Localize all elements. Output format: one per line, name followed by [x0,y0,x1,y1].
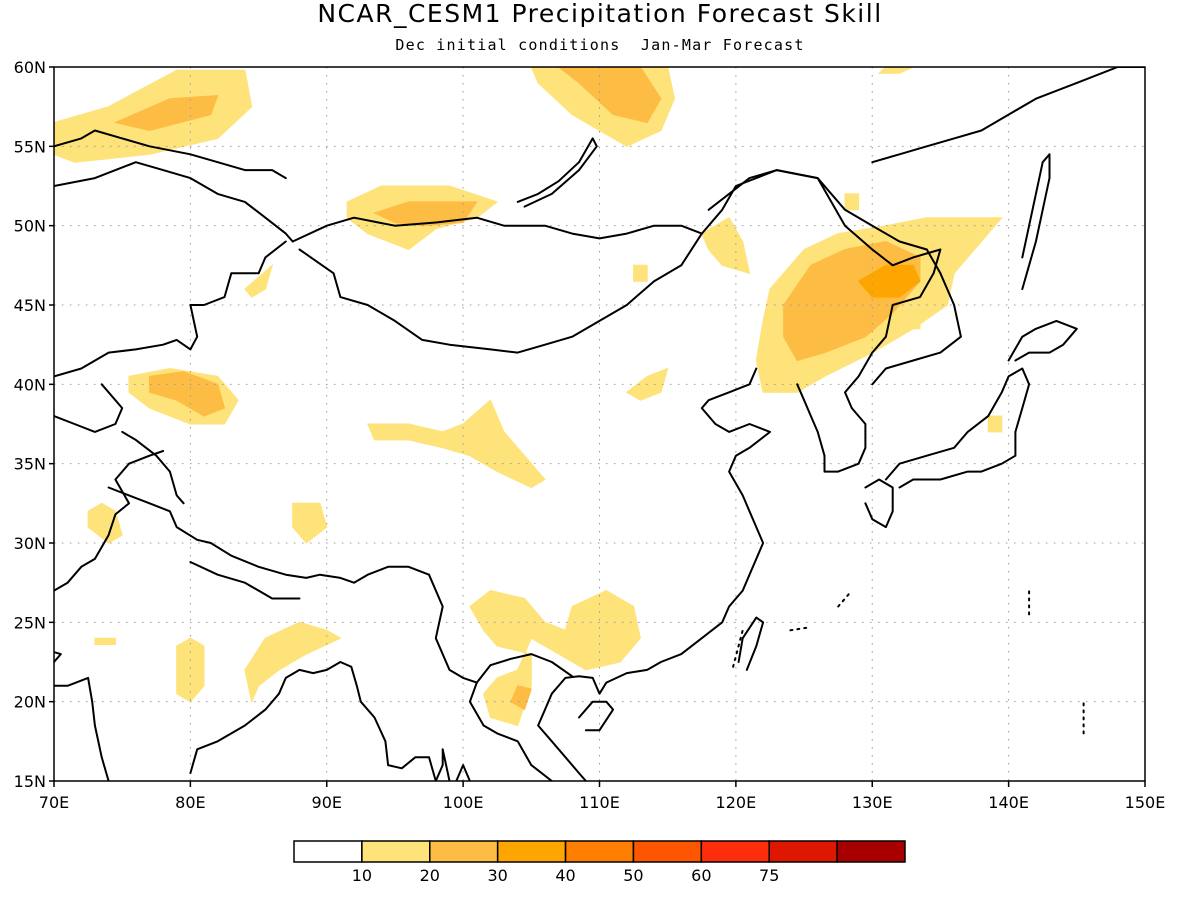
island-chain-1 [732,629,744,668]
lon-label-130E: 130E [852,793,893,812]
coastline-4 [1021,153,1051,291]
lat-label-55N: 55N [14,137,46,156]
skill-region-2 [113,95,219,132]
lat-label-25N: 25N [14,613,46,632]
coastline-19 [700,169,942,346]
colorbar-swatch-8 [768,840,838,863]
colorbar-label-30: 30 [487,866,507,885]
coastline-23 [468,681,553,781]
lon-label-120E: 120E [716,793,757,812]
colorbar-label-10: 10 [352,866,372,885]
coastline-6 [884,367,1031,489]
skill-region-14 [987,415,1003,433]
skill-region-5 [877,67,914,74]
skill-region-9 [633,264,648,282]
coastline-16 [455,764,471,781]
coastline-5 [1007,319,1078,362]
skill-region-16 [149,371,226,417]
coastline-8 [796,343,881,473]
skill-region-13 [905,304,921,330]
latitude-tick-labels: 15N 20N 25N 30N 35N 40N 45N 50N 55N 60N [14,58,54,791]
colorbar-swatch-9 [836,840,906,863]
coastline-21 [189,561,301,600]
coastline-17 [516,137,598,208]
coastline-27 [54,383,124,433]
skill-region-20 [87,502,123,544]
skill-region-23 [510,685,532,711]
lat-label-45N: 45N [14,296,46,315]
coastline-26 [54,304,199,378]
lon-label-150E: 150E [1125,793,1166,812]
coastline-28 [54,450,165,592]
coastline-14 [54,651,62,663]
lat-label-30N: 30N [14,534,46,553]
lon-label-140E: 140E [988,793,1029,812]
colorbar-swatch-3 [429,840,499,863]
coastline-25 [189,240,287,306]
longitude-tick-labels: 70E 80E 90E 100E 110E 120E 130E 140E 150E [39,781,1166,812]
skill-region-25 [176,637,205,703]
coastlines-layer [54,67,1145,781]
coastline-9 [537,367,771,781]
lon-label-70E: 70E [39,793,69,812]
coastline-29 [121,430,185,505]
coastline-7 [864,478,894,529]
coastline-1 [54,129,287,180]
map-frame [53,66,1146,782]
colorbar-swatch-7 [700,840,770,863]
colorbar-swatch-1 [293,840,363,863]
lat-label-15N: 15N [14,772,46,791]
colorbar-label-40: 40 [555,866,575,885]
colorbar-swatch-5 [564,840,635,863]
coastline-20 [107,486,430,584]
colorbar: 10 20 30 40 50 60 75 [293,840,906,885]
skill-region-4 [557,67,662,124]
colorbar-label-60: 60 [691,866,711,885]
lat-label-50N: 50N [14,217,46,236]
skill-shading-layer [54,67,1003,727]
lon-label-100E: 100E [443,793,484,812]
skill-region-8 [701,217,751,275]
coastline-10 [578,700,615,732]
skill-region-26 [94,637,116,645]
lat-label-35N: 35N [14,455,46,474]
lat-label-40N: 40N [14,375,46,394]
colorbar-swatch-2 [361,840,431,863]
figure-title: NCAR_CESM1 Precipitation Forecast Skill [317,0,882,28]
coastline-11 [737,616,765,671]
skill-region-24 [244,621,342,704]
coastline-18 [291,216,703,354]
coastline-12 [189,661,437,781]
colorbar-label-75: 75 [759,866,779,885]
skill-region-21 [292,502,328,544]
skill-region-22 [469,590,641,727]
colorbar-swatch-6 [632,840,703,863]
lon-label-80E: 80E [175,793,205,812]
lat-label-20N: 20N [14,693,46,712]
lon-label-90E: 90E [312,793,342,812]
skill-region-19 [366,399,546,489]
lat-label-60N: 60N [14,58,46,77]
coastline-3 [871,67,1145,164]
coastline-13 [54,676,110,781]
skill-region-27 [844,193,860,211]
colorbar-label-50: 50 [623,866,643,885]
colorbar-swatch-4 [496,840,567,863]
skill-region-12 [857,264,921,298]
coastline-15 [434,748,451,781]
lon-label-110E: 110E [579,793,620,812]
island-chain-3 [837,592,851,608]
colorbar-label-20: 20 [420,866,440,885]
figure-subtitle: Dec initial conditions Jan-Mar Forecast [395,36,804,54]
coastline-24 [54,161,294,243]
skill-region-17 [244,263,274,298]
